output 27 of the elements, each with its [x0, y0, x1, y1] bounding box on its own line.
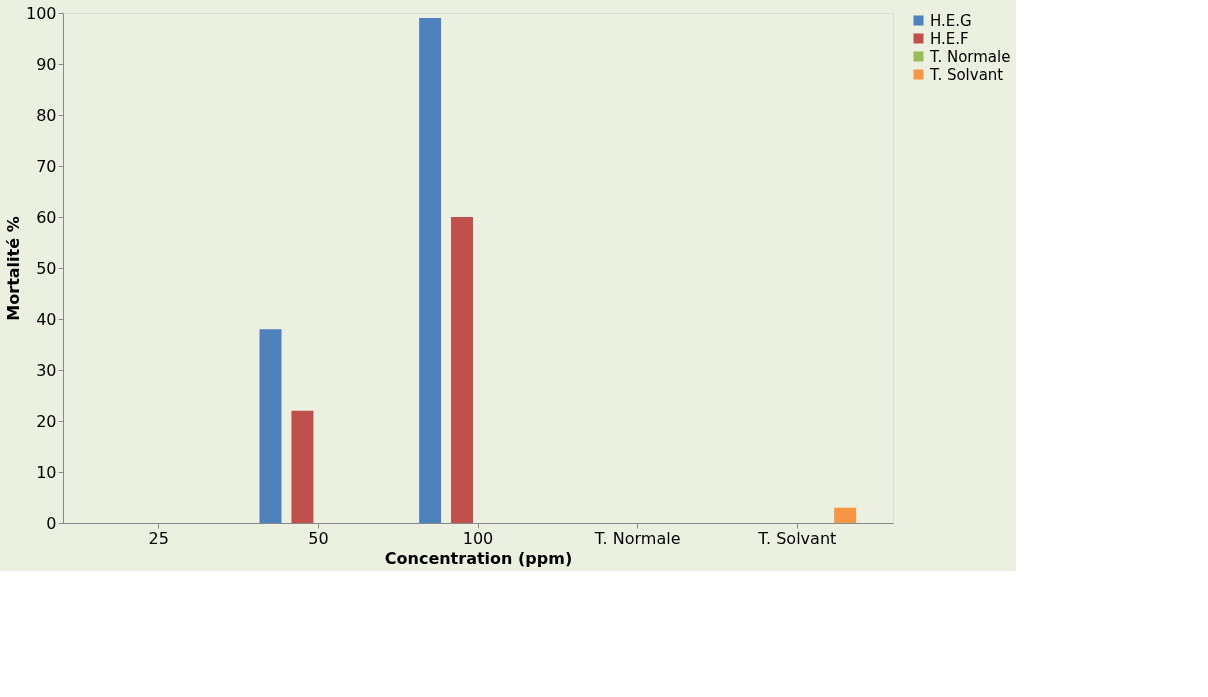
y-tick-label: 20 — [36, 411, 57, 431]
x-tick-label: 50 — [308, 528, 329, 548]
y-tick-label: 70 — [36, 156, 57, 176]
bar — [291, 410, 314, 523]
y-tick-label: 100 — [25, 3, 57, 23]
legend-label: T. Solvant — [929, 65, 1004, 84]
y-tick-label: 80 — [36, 105, 57, 125]
y-axis-title: Mortalité % — [3, 216, 23, 321]
legend-label: T. Normale — [929, 47, 1011, 66]
legend-label: H.E.G — [930, 11, 972, 30]
bar — [259, 329, 282, 523]
bar — [834, 507, 857, 523]
legend-label: H.E.F — [930, 29, 969, 48]
y-tick-label: 40 — [36, 309, 57, 329]
x-tick-label: 100 — [462, 528, 494, 548]
y-tick-label: 90 — [36, 54, 57, 74]
y-tick-label: 60 — [36, 207, 57, 227]
bar — [419, 18, 442, 523]
y-tick-label: 0 — [46, 513, 57, 533]
bar — [451, 217, 474, 523]
x-tick-label: T. Normale — [593, 528, 681, 548]
x-tick-label: 25 — [148, 528, 169, 548]
x-tick-label: T. Solvant — [757, 528, 837, 548]
y-tick-label: 50 — [36, 258, 57, 278]
x-axis-title: Concentration (ppm) — [384, 548, 573, 568]
y-tick-label: 30 — [36, 360, 57, 380]
y-tick-label: 10 — [36, 462, 57, 482]
